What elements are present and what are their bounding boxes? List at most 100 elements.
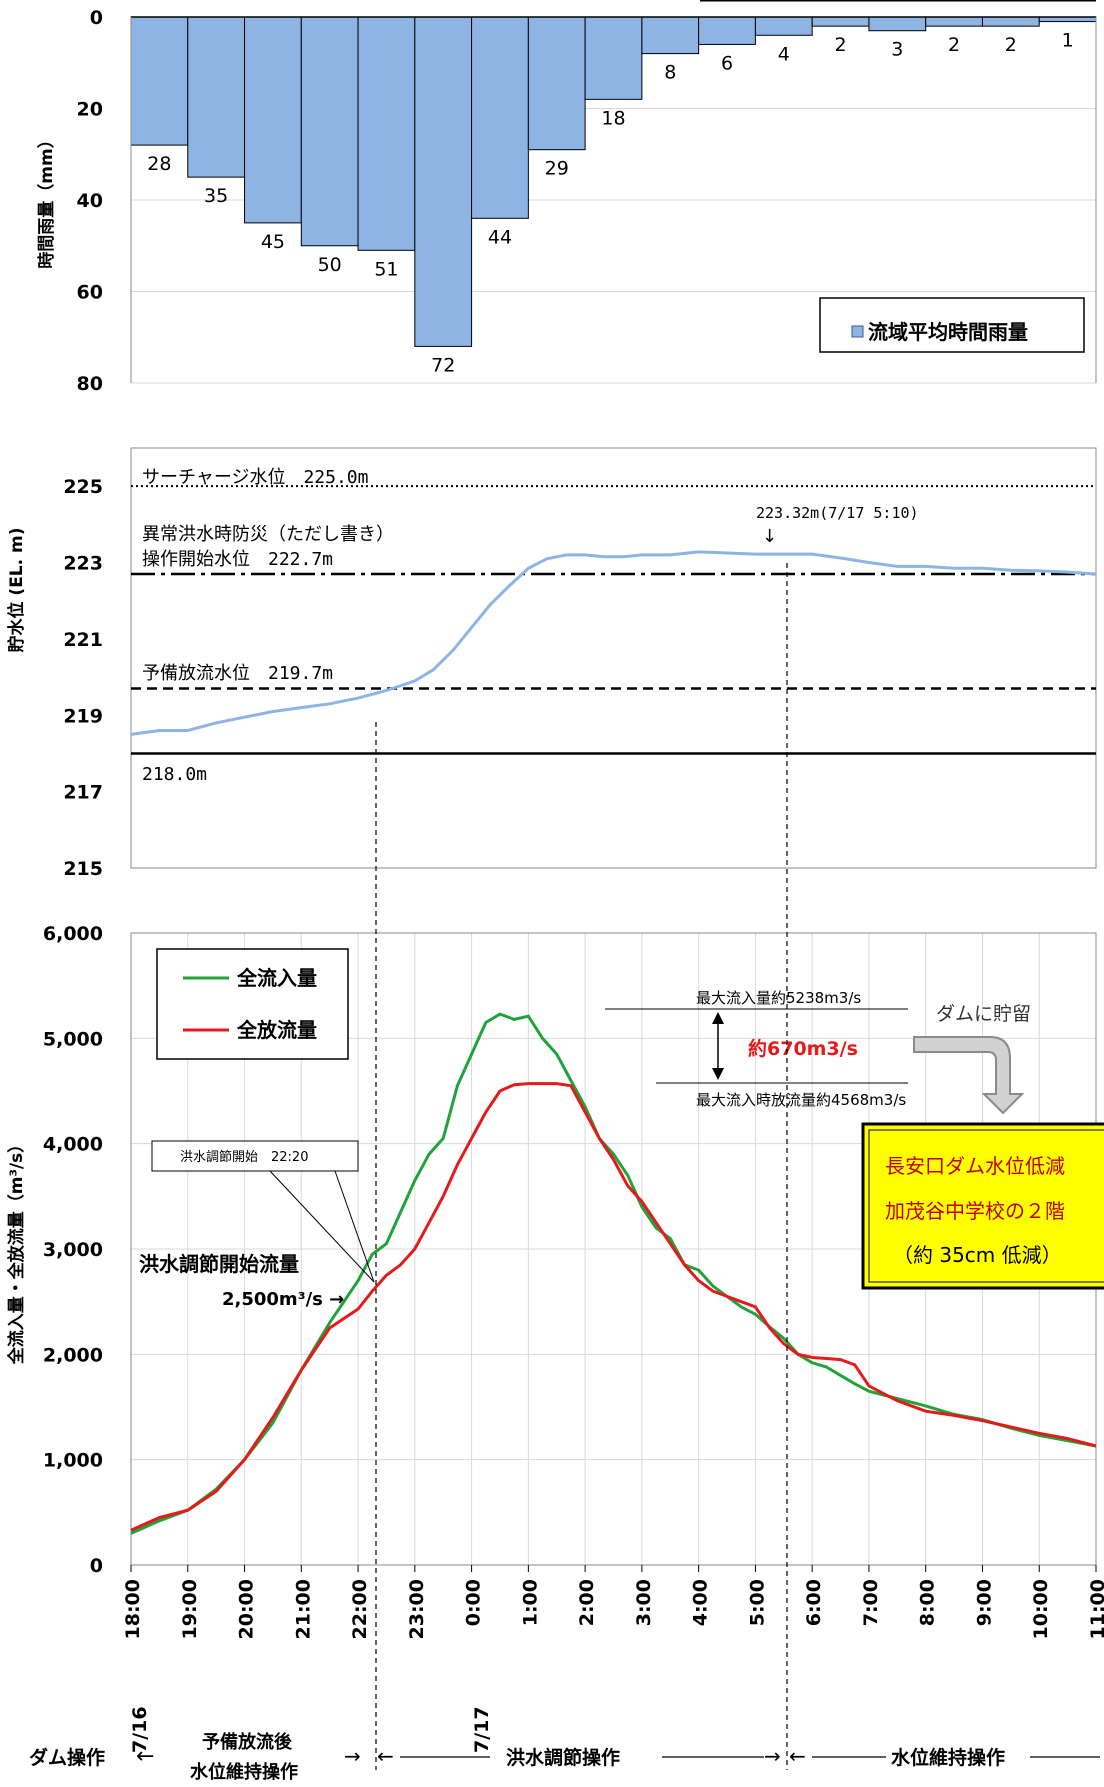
flow-y-tick-label: 6,000 [43, 923, 103, 945]
base-level-label: 218.0m [142, 764, 207, 785]
start-flow-label: 洪水調節開始流量 [139, 1252, 299, 1276]
phase2-arrow-left-icon: ← [377, 1744, 394, 1768]
rainfall-y-ticks: 0 20 40 60 80 [77, 7, 103, 395]
flow-y-tick-label: 5,000 [43, 1028, 103, 1050]
rainfall-value-label: 18 [601, 107, 625, 129]
level-y-ticks: 215 217 219 221 223 225 [63, 476, 103, 880]
rainfall-bar [811, 16, 870, 27]
level-y-tick-label: 221 [63, 629, 103, 651]
peak-arrow-icon: ↓ [762, 526, 777, 547]
abnormal-label-line2: 操作開始水位 222.7m [142, 549, 333, 570]
water-level-chart: 215 217 219 221 223 225 貯水位 (EL. m) サーチャージ水位 … [6, 447, 1097, 880]
rainfall-value-label: 6 [721, 52, 733, 74]
callout-line1: 長安口ダム水位低減 [885, 1154, 1065, 1178]
rainfall-bar [868, 16, 927, 32]
legend-inflow-label: 全流入量 [236, 966, 317, 990]
max-release-label: 最大流入時放流量約4568m3/s [696, 1091, 906, 1109]
rainfall-bar [698, 16, 756, 45]
level-y-tick-label: 223 [63, 553, 103, 575]
rainfall-value-label: 35 [204, 185, 228, 207]
flow-y-tick-label: 3,000 [43, 1239, 103, 1261]
control-start-pointer [269, 1170, 375, 1283]
rainfall-value-label: 2 [1005, 34, 1017, 56]
rainfall-chart: 28 35 45 50 51 72 44 29 18 8 6 4 2 3 2 2 1 0 20 40 60 80 時間雨… [36, 0, 1097, 395]
rainfall-value-label: 29 [545, 158, 569, 180]
phase3-label: 水位維持操作 [891, 1746, 1005, 1769]
phase1-line1: 予備放流後 [202, 1731, 293, 1753]
level-y-tick-label: 219 [63, 705, 103, 727]
flow-y-tick-label: 1,000 [43, 1450, 103, 1472]
peak-level-annotation: 223.32m(7/17 5:10) [756, 504, 919, 522]
flow-x-tick-label: 10:00 [1030, 1579, 1052, 1639]
rainfall-value-label: 44 [488, 226, 512, 248]
rainfall-value-label: 72 [431, 354, 455, 376]
date-label-start: 7/16 [129, 1706, 151, 1753]
rainfall-bar [641, 16, 700, 55]
rainfall-value-label: 50 [318, 254, 342, 276]
flow-x-tick-label: 23:00 [406, 1579, 428, 1639]
flow-x-tick-label: 6:00 [803, 1579, 825, 1626]
rainfall-bar [527, 16, 586, 151]
flow-x-tick-label: 20:00 [236, 1579, 258, 1639]
operation-arrow-left-icon: ← [136, 1744, 154, 1769]
rainfall-bar [357, 16, 416, 251]
release-line [130, 1082, 1097, 1532]
level-reduction-callout: 長安口ダム水位低減 加茂谷中学校の２階 （約 35cm 低減） [861, 1122, 1104, 1290]
arrow-up-icon [712, 1012, 724, 1024]
rainfall-legend: 流域平均時間雨量 [819, 297, 1085, 353]
flow-x-tick-label: 3:00 [633, 1579, 655, 1626]
rainfall-y-tick-label: 0 [90, 7, 103, 29]
phase2-label: 洪水調節操作 [506, 1746, 620, 1769]
rainfall-bar [471, 16, 529, 219]
level-y-tick-label: 225 [63, 476, 103, 498]
flow-y-ticks: 0 1,000 2,000 3,000 4,000 5,000 6,000 [43, 923, 103, 1577]
flow-x-tick-label: 19:00 [179, 1579, 201, 1639]
phase1-line2: 水位維持操作 [190, 1761, 298, 1783]
abnormal-label-line1: 異常洪水時防災（ただし書き） [142, 524, 394, 545]
legend-label: 流域平均時間雨量 [868, 320, 1028, 344]
flow-x-tick-label: 0:00 [463, 1579, 485, 1626]
rainfall-bar [244, 16, 302, 224]
rainfall-y-tick-label: 40 [77, 190, 103, 212]
rainfall-bar [584, 16, 643, 100]
flow-legend-box [156, 948, 349, 1060]
rainfall-y-tick-label: 20 [77, 99, 103, 121]
flow-y-tick-label: 2,000 [43, 1344, 103, 1366]
peak-flow-annotation: 最大流入量約5238m3/s 最大流入時放流量約4568m3/s 約670m3/… [605, 989, 1031, 1115]
storage-arrow-icon [913, 1036, 1025, 1115]
arrow-down-icon [712, 1068, 724, 1080]
flow-x-tick-label: 2:00 [576, 1579, 598, 1626]
operation-title: ダム操作 [29, 1746, 105, 1769]
flow-legend: 全流入量 全放流量 [156, 948, 349, 1060]
difference-label: 約670m3/s [748, 1037, 858, 1060]
rainfall-value-label: 45 [261, 231, 285, 253]
rainfall-value-label: 28 [147, 153, 171, 175]
rainfall-value-label: 51 [374, 258, 398, 280]
level-y-tick-label: 215 [63, 858, 103, 880]
prerelease-label: 予備放流水位 219.7m [142, 663, 333, 684]
flow-chart: 0 1,000 2,000 3,000 4,000 5,000 6,000 18:00 19:… [6, 923, 1104, 1753]
rainfall-bar [187, 16, 246, 178]
flow-x-tick-label: 11:00 [1087, 1579, 1104, 1639]
rainfall-y-label: 時間雨量（mm） [36, 131, 57, 268]
phase3-arrow-left-icon: ← [789, 1744, 806, 1768]
level-y-label: 貯水位 (EL. m) [6, 528, 27, 653]
rainfall-y-tick-label: 60 [77, 282, 103, 304]
flow-x-tick-label: 7:00 [860, 1579, 882, 1626]
flow-x-tick-label: 18:00 [122, 1579, 144, 1639]
callout-line3: （約 35cm 低減） [893, 1243, 1062, 1267]
rainfall-bar [925, 16, 983, 27]
rainfall-value-label: 1 [1062, 30, 1074, 52]
flow-x-tick-label: 5:00 [746, 1579, 768, 1626]
rainfall-bar [300, 16, 359, 247]
phase1-arrow-icon: → [344, 1744, 361, 1768]
rainfall-value-label: 8 [664, 62, 676, 84]
operations-row: ダム操作 ← 予備放流後 水位維持操作 → ← 洪水調節操作 → ← 水位維持操… [29, 1731, 1100, 1783]
flow-x-tick-label: 1:00 [519, 1579, 541, 1626]
flow-x-tick-label: 4:00 [690, 1579, 712, 1626]
legend-release-label: 全放流量 [236, 1018, 317, 1042]
legend-box [819, 297, 1085, 353]
rainfall-bar [981, 16, 1040, 27]
flow-x-ticks: 18:00 19:00 20:00 21:00 22:00 23:00 0:00 1:00 2:… [122, 1565, 1104, 1639]
reservoir-level-line [130, 550, 1097, 736]
